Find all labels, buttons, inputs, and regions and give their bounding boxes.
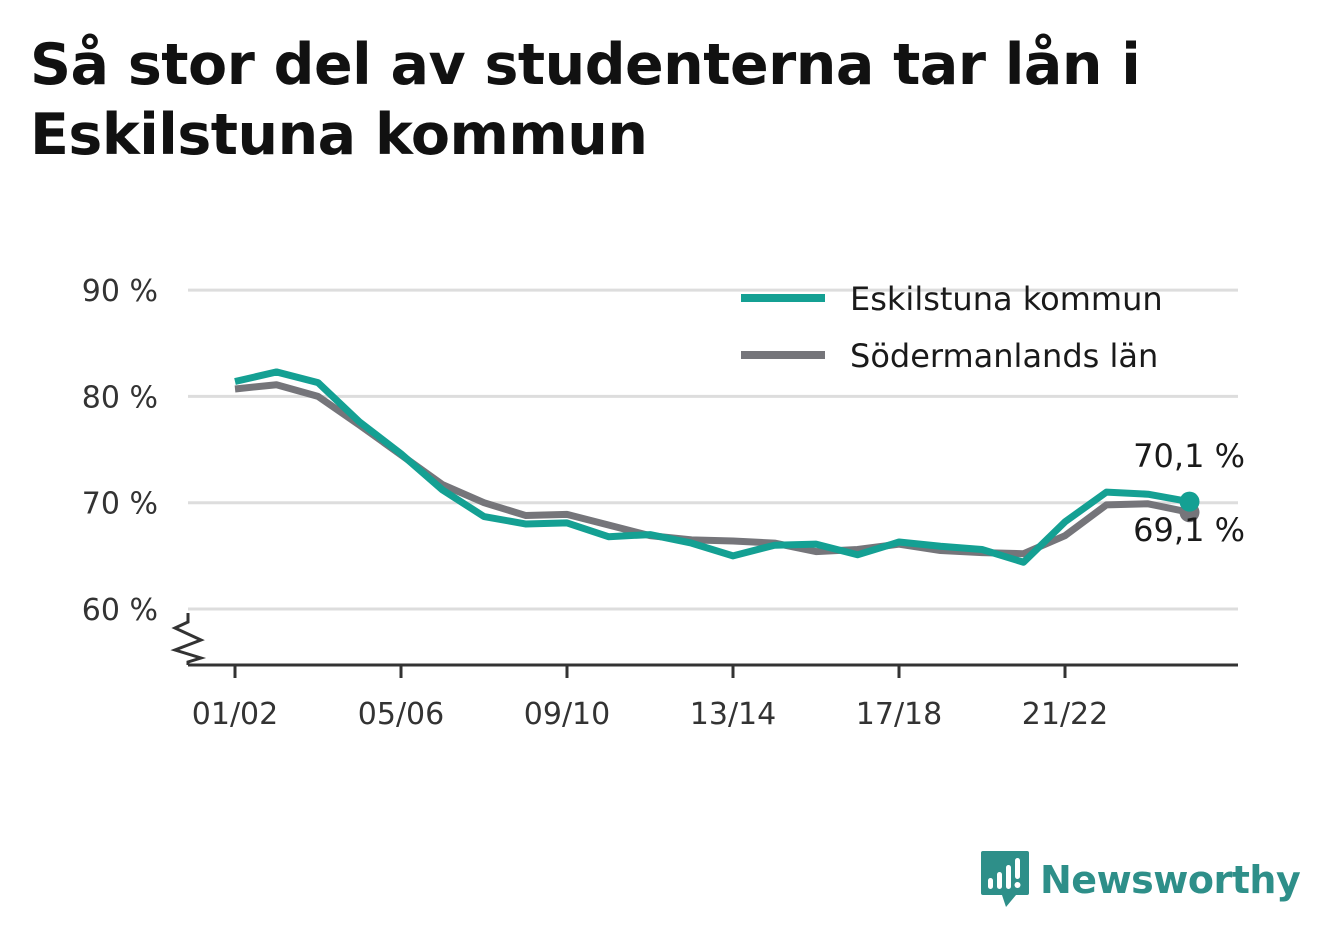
y-tick-label: 60 % xyxy=(82,593,158,628)
legend-label: Södermanlands län xyxy=(850,337,1158,375)
x-tick-label: 21/22 xyxy=(1022,697,1108,732)
x-tick-label: 09/10 xyxy=(524,697,610,732)
y-tick-label: 70 % xyxy=(82,487,158,522)
x-tick-label: 17/18 xyxy=(856,697,942,732)
newsworthy-brand: Newsworthy xyxy=(980,848,1301,912)
bar-chart-logo-icon xyxy=(981,851,1029,907)
series-end-point xyxy=(1179,491,1200,512)
y-tick-label: 80 % xyxy=(82,380,158,415)
grid-lines xyxy=(188,288,1238,611)
series-line xyxy=(234,381,1191,558)
data-labels: 70,1 % 69,1 % xyxy=(1133,437,1245,549)
x-tick-label: 05/06 xyxy=(358,697,444,732)
end-value-label: 69,1 % xyxy=(1133,511,1245,549)
axes: 60 % 70 % 80 % 90 % 01/02 05/06 09/10 13/14 17/1… xyxy=(82,274,1238,732)
brand-name: Newsworthy xyxy=(1040,858,1301,902)
x-tick-label: 13/14 xyxy=(690,697,776,732)
end-value-label: 70,1 % xyxy=(1133,437,1245,475)
chart-title: Så stor del av studenterna tar lån i Esk… xyxy=(30,32,1141,168)
legend-label: Eskilstuna kommun xyxy=(850,280,1163,318)
series-lines xyxy=(234,368,1200,566)
legend: Eskilstuna kommun Södermanlands län xyxy=(741,280,1163,375)
y-tick-label: 90 % xyxy=(82,274,158,309)
axis-break-icon xyxy=(170,613,207,665)
series-line xyxy=(234,368,1191,566)
x-tick-label: 01/02 xyxy=(192,697,278,732)
